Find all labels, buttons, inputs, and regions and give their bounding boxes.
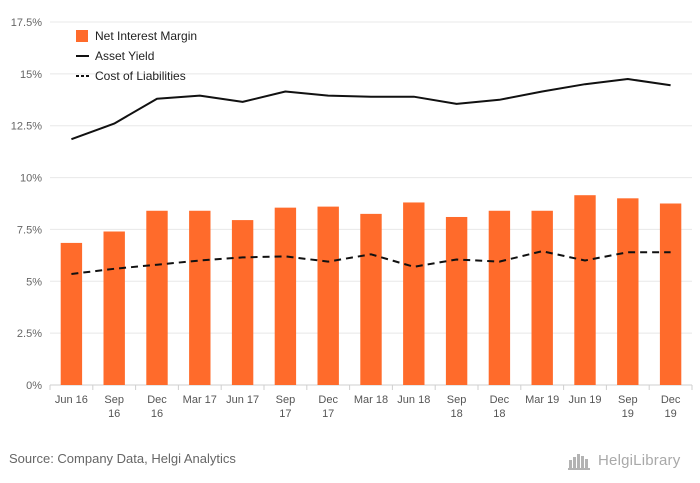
y-tick-label: 2.5% (17, 328, 42, 340)
legend-label: Cost of Liabilities (95, 69, 186, 83)
x-tick-label: Jun 18 (397, 394, 430, 406)
x-tick-label: Dec 16 (147, 394, 167, 420)
x-tick-label: Dec 19 (661, 394, 681, 420)
y-tick-label: 12.5% (11, 121, 42, 133)
x-tick-label: Dec 17 (318, 394, 338, 420)
lines (71, 78, 671, 275)
chart: 0% 2.5% 5% 7.5% 10% 12.5% 15% 17.5% Jun 16 Sep 16… (11, 17, 693, 420)
x-tick-label: Sep 19 (618, 394, 638, 420)
x-tick-label: Sep 16 (104, 394, 124, 420)
x-tick-label: Mar 19 (525, 394, 559, 406)
legend-label: Asset Yield (95, 49, 154, 63)
bar (103, 231, 125, 385)
x-tick-label: Dec 18 (490, 394, 510, 420)
x-tick-label: Jun 17 (226, 394, 259, 406)
x-tick-label: Jun 19 (568, 394, 601, 406)
bar (317, 206, 339, 385)
y-tick-label: 10% (20, 173, 42, 185)
bar (617, 198, 639, 385)
asset-yield-line (71, 78, 671, 141)
bar (274, 207, 297, 385)
bar (403, 202, 425, 385)
y-tick-label: 17.5% (11, 17, 42, 29)
legend: Net Interest Margin Asset Yield Cost of Li… (76, 29, 197, 83)
x-tick-label: Sep 18 (447, 394, 467, 420)
bar (146, 210, 168, 385)
bar (445, 216, 468, 385)
x-tick-label: Mar 18 (354, 394, 388, 406)
legend-label: Net Interest Margin (95, 29, 197, 43)
bar (60, 242, 83, 385)
x-tick-label: Sep 17 (276, 394, 296, 420)
bars (60, 195, 682, 385)
bar (189, 210, 211, 385)
bar (360, 213, 382, 385)
bar (659, 203, 682, 385)
brand-logo[interactable]: HelgiLibrary (568, 448, 693, 472)
y-tick-label: 5% (26, 276, 42, 288)
bar (531, 210, 553, 385)
y-tick-label: 7.5% (17, 224, 42, 236)
brand-name: HelgiLibrary (598, 451, 681, 469)
bar (231, 220, 254, 385)
y-tick-label: 15% (20, 69, 42, 81)
source-note: Source: Company Data, Helgi Analytics (9, 451, 236, 466)
x-tick-label: Mar 17 (183, 394, 217, 406)
x-tick-label: Jun 16 (55, 394, 88, 406)
y-tick-label: 0% (26, 380, 42, 392)
legend-swatch-bar (76, 30, 88, 42)
y-axis-ticks: 0% 2.5% 5% 7.5% 10% 12.5% 15% 17.5% (11, 17, 42, 392)
library-icon (568, 454, 590, 470)
bar (574, 195, 596, 385)
cost-of-liabilities-line (71, 250, 671, 275)
x-axis-ticks: Jun 16 Sep 16 Dec 16 Mar 17 Jun 17 Sep 17 Dec 17 Ma… (49, 385, 693, 420)
bar (488, 210, 511, 385)
